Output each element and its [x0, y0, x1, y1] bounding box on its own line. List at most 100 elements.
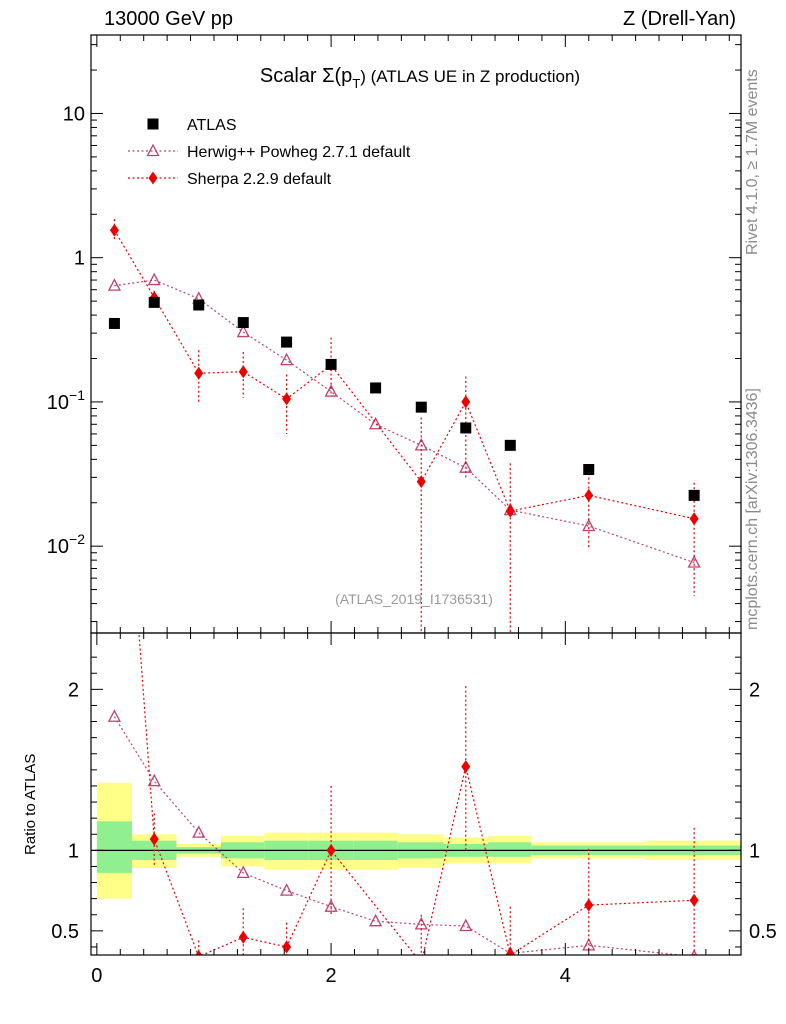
ratio-band-green — [96, 821, 132, 873]
ratio-line — [138, 633, 695, 955]
main-point — [505, 504, 515, 518]
main-point — [689, 512, 699, 526]
ratio-y-tick-label: 1 — [68, 840, 79, 862]
ratio-series-herwig — [107, 709, 698, 955]
ratio-line — [113, 716, 685, 955]
main-point — [416, 475, 426, 489]
main-point — [460, 422, 472, 434]
main-y-tick-base: 10 — [63, 103, 85, 125]
ratio-point — [280, 883, 294, 896]
legend-label: Herwig++ Powheg 2.7.1 default — [187, 144, 411, 161]
main-point — [148, 296, 160, 308]
ratio-point — [236, 865, 250, 879]
legend-item: ATLAS — [147, 117, 237, 134]
main-point — [687, 555, 701, 568]
ratio-y-tick-label: 0.5 — [51, 921, 79, 943]
ratio-plot-frame — [90, 632, 742, 956]
main-line — [113, 229, 695, 520]
legend-label: ATLAS — [187, 117, 237, 134]
legend-item: Herwig++ Powheg 2.7.1 default — [128, 143, 411, 161]
main-y-tick-base: 10 — [47, 536, 69, 558]
main-series-atlas — [108, 296, 700, 501]
main-point — [193, 299, 205, 311]
main-point — [238, 365, 248, 379]
ratio-point — [461, 760, 471, 774]
main-point — [369, 416, 383, 430]
ratio-y-tick-label-right: 2 — [749, 679, 760, 701]
main-point — [688, 489, 700, 501]
main-point — [108, 317, 120, 329]
main-point — [194, 366, 204, 380]
ratio-point — [110, 296, 119, 309]
chart-title: Scalar Σ(pT) (ATLAS UE in Z production) — [260, 65, 580, 91]
ratio-x-tick-label: 2 — [326, 965, 337, 987]
main-y-tick-label: 10 — [63, 103, 85, 125]
legend: ATLAS Herwig++ Powheg 2.7.1 default Sherpa… — [128, 117, 411, 188]
plot-title: Scalar Σ(pT) (ATLAS UE in Z production) — [260, 65, 580, 91]
ratio-point — [149, 832, 159, 846]
main-y-tick-base: 1 — [74, 248, 85, 270]
main-y-tick-exponent: −1 — [69, 387, 85, 403]
main-point — [237, 317, 249, 329]
ratio-point — [324, 899, 338, 912]
ratio-point — [326, 843, 336, 857]
analysis-tag: (ATLAS_2019_I1736531) — [335, 591, 493, 607]
legend-label: Sherpa 2.2.9 default — [187, 171, 332, 188]
ratio-point — [417, 957, 426, 970]
chart-title-suffix: ) (ATLAS UE in Z production) — [360, 67, 580, 86]
main-point — [147, 272, 161, 286]
main-point — [324, 384, 338, 397]
ratio-point — [238, 930, 248, 944]
ratio-point — [369, 913, 383, 927]
ratio-point — [282, 940, 292, 954]
ratio-series-sherpa — [110, 296, 699, 970]
main-point — [583, 464, 595, 476]
main-point — [370, 382, 382, 394]
main-plot-series — [107, 219, 701, 633]
ratio-band-green — [488, 842, 532, 857]
ratio-point — [459, 918, 473, 932]
ratio-point — [584, 898, 594, 912]
main-point — [325, 358, 337, 370]
legend-marker — [148, 171, 158, 185]
process-label: Z (Drell-Yan) — [623, 8, 736, 30]
main-line — [114, 279, 695, 564]
main-point — [280, 352, 294, 366]
legend-marker — [147, 118, 159, 130]
ratio-y-tick-label-right: 0.5 — [749, 921, 777, 943]
main-point — [461, 395, 471, 409]
main-point — [415, 401, 427, 413]
ratio-x-tick-label: 4 — [560, 965, 571, 987]
analysis-tag-text: (ATLAS_2019_I1736531) — [335, 591, 493, 607]
ratio-y-tick-label-right: 1 — [749, 840, 760, 862]
ratio-point — [107, 709, 121, 722]
main-point — [281, 336, 293, 348]
ratio-plot-series — [107, 296, 699, 970]
main-y-tick-label: 10−2 — [47, 531, 85, 558]
main-point — [582, 518, 596, 532]
main-y-tick-label: 1 — [74, 248, 85, 270]
ratio-y-tick-label: 2 — [68, 679, 79, 701]
legend-marker — [146, 143, 160, 157]
ratio-point — [689, 893, 699, 907]
ratio-point — [147, 773, 161, 787]
energy-label: 13000 GeV pp — [104, 8, 233, 30]
main-point — [109, 223, 119, 237]
ratio-uncertainty-bands — [96, 782, 741, 899]
ratio-point — [195, 950, 203, 955]
chart-title-subscript: T — [352, 76, 360, 91]
legend-item: Sherpa 2.2.9 default — [128, 171, 332, 188]
main-point — [584, 488, 594, 502]
main-y-tick-label: 10−1 — [47, 387, 85, 414]
main-point — [282, 392, 292, 406]
ratio-point — [192, 825, 206, 838]
main-y-tick-exponent: −2 — [69, 531, 85, 547]
main-point — [504, 439, 516, 451]
main-point — [107, 278, 121, 291]
main-y-tick-base: 10 — [47, 392, 69, 414]
ratio-point — [691, 949, 698, 955]
plot-frames — [90, 34, 742, 956]
chart-title-main: Scalar Σ(p — [260, 65, 352, 87]
